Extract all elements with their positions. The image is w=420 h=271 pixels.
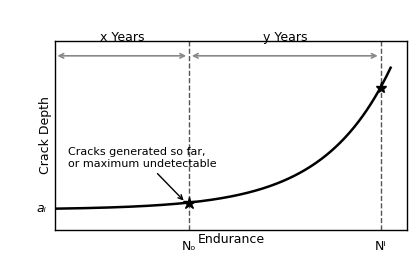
Text: y Years: y Years (262, 31, 307, 44)
Text: Nⁱ: Nⁱ (375, 240, 386, 253)
Text: aᵢ: aᵢ (36, 202, 46, 215)
Text: Nₒ: Nₒ (182, 240, 196, 253)
X-axis label: Endurance: Endurance (197, 233, 265, 246)
Text: Cracks generated so far,
or maximum undetectable: Cracks generated so far, or maximum unde… (68, 147, 217, 199)
Text: x Years: x Years (100, 31, 144, 44)
Y-axis label: Crack Depth: Crack Depth (39, 96, 52, 175)
